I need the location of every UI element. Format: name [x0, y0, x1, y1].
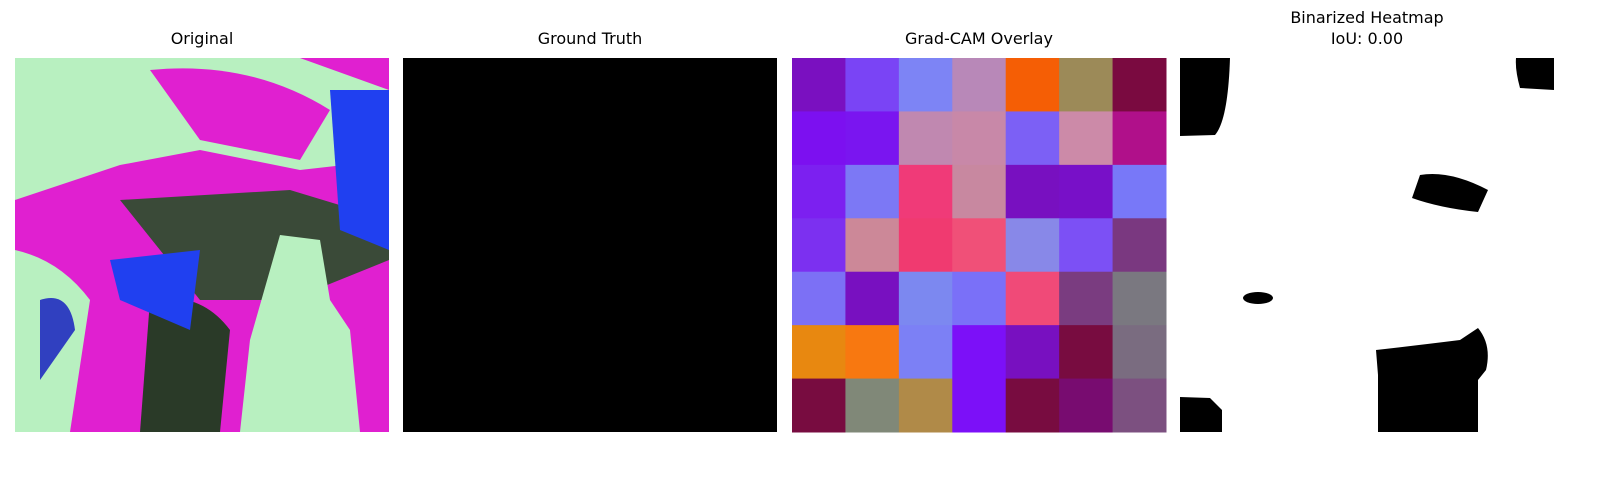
cam-cell	[1059, 378, 1114, 433]
cam-cell	[952, 111, 1007, 166]
cam-cell	[1112, 325, 1167, 380]
cam-cell	[792, 378, 846, 433]
cam-cell	[1112, 271, 1167, 326]
cam-cell	[845, 58, 900, 112]
cam-cell	[1005, 58, 1060, 112]
cam-cell	[792, 111, 846, 166]
cam-cell	[792, 325, 846, 380]
cam-cell	[1005, 271, 1060, 326]
cam-cell	[1059, 218, 1114, 273]
cam-cell	[1005, 218, 1060, 273]
cam-cell	[1059, 325, 1114, 380]
cam-cell	[898, 218, 953, 273]
cam-cell	[1112, 111, 1167, 166]
cam-cell	[898, 378, 953, 433]
cam-cell	[1059, 58, 1114, 112]
cam-cell	[952, 58, 1007, 112]
cam-cell	[898, 111, 953, 166]
panel-title: Binarized Heatmap	[1290, 8, 1443, 27]
cam-cell	[898, 164, 953, 219]
cam-cell	[952, 218, 1007, 273]
panel-title: Grad-CAM Overlay	[905, 29, 1053, 48]
cam-cell	[952, 164, 1007, 219]
cam-cell	[792, 58, 846, 112]
cam-cell	[1059, 271, 1114, 326]
binarized-image	[1180, 58, 1554, 432]
ground-truth-image	[403, 58, 777, 432]
cam-cell	[1112, 164, 1167, 219]
cam-cell	[792, 164, 846, 219]
cam-cell	[898, 271, 953, 326]
panel-title: Original	[171, 29, 234, 48]
cam-cell	[952, 271, 1007, 326]
cam-cell	[845, 218, 900, 273]
cam-cell	[845, 271, 900, 326]
cam-cell	[792, 218, 846, 273]
gradcam-image	[792, 58, 1167, 433]
cam-cell	[792, 271, 846, 326]
cam-cell	[1005, 325, 1060, 380]
cam-cell	[952, 378, 1007, 433]
cam-cell	[898, 325, 953, 380]
cam-cell	[952, 325, 1007, 380]
cam-cell	[1005, 111, 1060, 166]
cam-cell	[1112, 58, 1167, 112]
cam-cell	[1059, 111, 1114, 166]
cam-cell	[1005, 164, 1060, 219]
cam-cell	[898, 58, 953, 112]
cam-cell	[845, 378, 900, 433]
cam-cell	[1112, 378, 1167, 433]
cam-cell	[845, 325, 900, 380]
panel-title: Ground Truth	[538, 29, 643, 48]
cam-cell	[845, 111, 900, 166]
original-image	[15, 58, 389, 432]
cam-cell	[1059, 164, 1114, 219]
cam-cell	[1112, 218, 1167, 273]
cam-cell	[845, 164, 900, 219]
panel-subtitle: IoU: 0.00	[1331, 29, 1403, 48]
cam-cell	[1005, 378, 1060, 433]
